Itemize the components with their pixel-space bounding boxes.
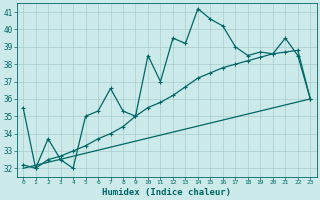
X-axis label: Humidex (Indice chaleur): Humidex (Indice chaleur)	[102, 188, 231, 197]
